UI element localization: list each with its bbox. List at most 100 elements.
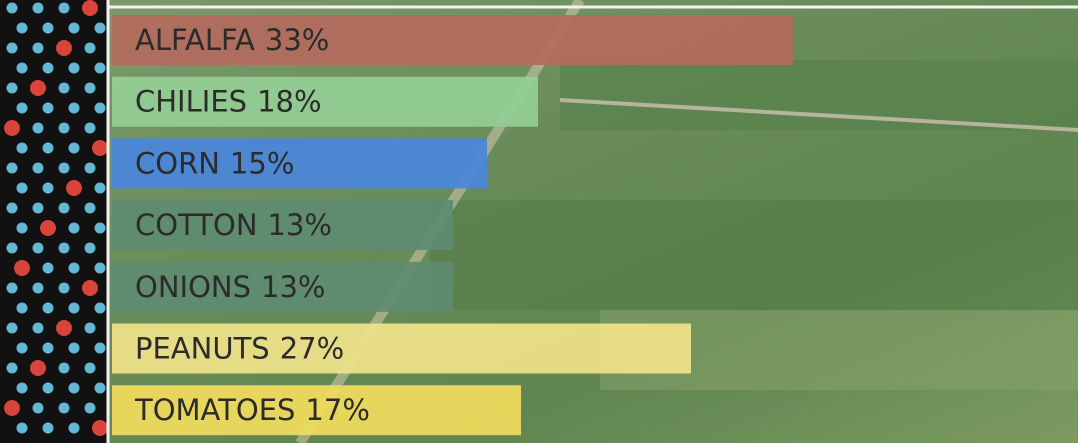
field-strip	[430, 200, 1078, 310]
blue-dot	[17, 383, 28, 394]
red-dot	[4, 400, 20, 416]
blue-dot	[95, 343, 106, 354]
red-dot	[92, 140, 108, 156]
blue-dot	[43, 63, 54, 74]
blue-dot	[95, 303, 106, 314]
blue-dot	[85, 163, 96, 174]
blue-dot	[69, 343, 80, 354]
bar-label: COTTON 13%	[135, 208, 332, 242]
blue-dot	[69, 423, 80, 434]
blue-dot	[95, 23, 106, 34]
bar-label: CHILIES 18%	[135, 85, 322, 119]
blue-dot	[17, 423, 28, 434]
category-label: ALFALFA	[135, 23, 255, 57]
page: ALFALFA33%CHILIES18%CORN15%COTTON13%ONIO…	[0, 0, 1078, 443]
blue-dot	[7, 323, 18, 334]
value-label: 18%	[257, 85, 321, 119]
blue-dot	[17, 143, 28, 154]
category-label: CORN	[135, 146, 220, 180]
blue-dot	[59, 403, 70, 414]
red-dot	[92, 420, 108, 436]
bar-label: CORN 15%	[135, 146, 294, 180]
blue-dot	[95, 63, 106, 74]
blue-dot	[43, 423, 54, 434]
value-label: 33%	[265, 23, 329, 57]
blue-dot	[69, 223, 80, 234]
blue-dot	[85, 403, 96, 414]
blue-dot	[17, 63, 28, 74]
blue-dot	[69, 263, 80, 274]
red-dot	[56, 40, 72, 56]
category-label: TOMATOES	[134, 393, 295, 427]
blue-dot	[43, 183, 54, 194]
blue-dot	[43, 143, 54, 154]
red-dot	[40, 220, 56, 236]
category-label: COTTON	[135, 208, 258, 242]
value-label: 17%	[305, 393, 369, 427]
red-dot	[82, 0, 98, 16]
blue-dot	[69, 103, 80, 114]
blue-dot	[43, 303, 54, 314]
blue-dot	[69, 143, 80, 154]
blue-dot	[43, 23, 54, 34]
blue-dot	[33, 403, 44, 414]
blue-dot	[85, 203, 96, 214]
field-strip	[560, 60, 1078, 130]
blue-dot	[69, 23, 80, 34]
blue-dot	[7, 283, 18, 294]
blue-dot	[59, 363, 70, 374]
blue-dot	[33, 43, 44, 54]
blue-dot	[17, 343, 28, 354]
blue-dot	[59, 83, 70, 94]
blue-dot	[33, 3, 44, 14]
blue-dot	[95, 103, 106, 114]
value-label: 27%	[280, 332, 344, 366]
blue-dot	[17, 223, 28, 234]
blue-dot	[95, 223, 106, 234]
red-dot	[82, 280, 98, 296]
red-dot	[4, 120, 20, 136]
blue-dot	[59, 283, 70, 294]
blue-dot	[59, 203, 70, 214]
red-dot	[66, 180, 82, 196]
blue-dot	[17, 23, 28, 34]
blue-dot	[33, 243, 44, 254]
blue-dot	[95, 263, 106, 274]
blue-dot	[7, 363, 18, 374]
blue-dot	[43, 263, 54, 274]
value-label: 13%	[261, 270, 325, 304]
blue-dot	[7, 203, 18, 214]
blue-dot	[7, 3, 18, 14]
blue-dot	[69, 383, 80, 394]
bar-label: ALFALFA 33%	[135, 23, 329, 57]
blue-dot	[85, 123, 96, 134]
red-dot	[30, 360, 46, 376]
blue-dot	[33, 123, 44, 134]
blue-dot	[69, 63, 80, 74]
bar-label: TOMATOES 17%	[134, 393, 370, 427]
blue-dot	[69, 303, 80, 314]
blue-dot	[59, 163, 70, 174]
blue-dot	[59, 123, 70, 134]
blue-dot	[17, 103, 28, 114]
blue-dot	[85, 83, 96, 94]
blue-dot	[43, 343, 54, 354]
blue-dot	[33, 163, 44, 174]
blue-dot	[33, 203, 44, 214]
blue-dot	[7, 163, 18, 174]
blue-dot	[17, 183, 28, 194]
blue-dot	[95, 183, 106, 194]
blue-dot	[43, 383, 54, 394]
blue-dot	[85, 243, 96, 254]
value-label: 13%	[268, 208, 332, 242]
blue-dot	[33, 283, 44, 294]
bar-label: PEANUTS 27%	[135, 332, 344, 366]
blue-dot	[7, 83, 18, 94]
category-label: PEANUTS	[135, 332, 270, 366]
value-label: 15%	[230, 146, 294, 180]
red-dot	[30, 80, 46, 96]
blue-dot	[59, 243, 70, 254]
blue-dot	[95, 383, 106, 394]
blue-dot	[7, 43, 18, 54]
category-label: CHILIES	[135, 85, 247, 119]
